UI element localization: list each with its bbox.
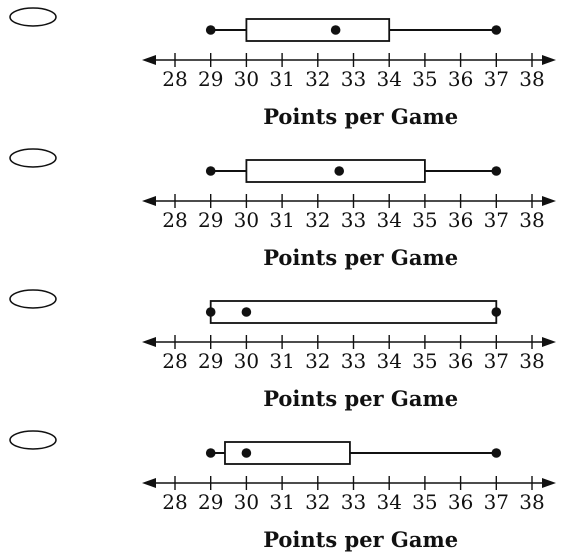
- axis-title: Points per Game: [263, 245, 458, 270]
- iqr-box: [209, 300, 498, 324]
- tick-label: 30: [234, 208, 259, 232]
- tick-label: 32: [305, 490, 330, 514]
- iqr-box: [245, 18, 391, 42]
- axis-title: Points per Game: [263, 386, 458, 411]
- tick-label: 30: [234, 490, 259, 514]
- max-point: [491, 25, 502, 35]
- tick-label: 38: [519, 67, 544, 91]
- axis-title: Points per Game: [263, 527, 458, 552]
- left-arrow-icon: [142, 478, 156, 488]
- tick-label: 33: [341, 67, 366, 91]
- answer-bubble[interactable]: [9, 7, 57, 27]
- tick-label: 36: [448, 208, 473, 232]
- tick-label: 34: [376, 67, 401, 91]
- tick-label: 35: [412, 208, 437, 232]
- tick-label: 33: [341, 490, 366, 514]
- tick-label: 38: [519, 349, 544, 373]
- max-point: [491, 166, 502, 176]
- choice-4: 28 29 30 31 32 33 34 35 36 37 38 Points per Game: [9, 430, 556, 552]
- tick-label: 28: [162, 208, 187, 232]
- tick-label: 33: [341, 208, 366, 232]
- answer-bubble[interactable]: [9, 148, 57, 168]
- tick-label: 35: [412, 349, 437, 373]
- choice-1: 28 29 30 31 32 33 34 35 36 37 38 Points per Game: [9, 7, 556, 129]
- tick-label: 35: [412, 490, 437, 514]
- median-point: [330, 25, 341, 35]
- left-arrow-icon: [142, 196, 156, 206]
- tick-label: 29: [198, 490, 223, 514]
- tick-label: 33: [341, 349, 366, 373]
- left-arrow-icon: [142, 55, 156, 65]
- tick-label: 29: [198, 349, 223, 373]
- tick-label: 37: [484, 67, 509, 91]
- answer-bubble[interactable]: [9, 289, 57, 309]
- tick-label: 34: [376, 490, 401, 514]
- tick-label: 30: [234, 67, 259, 91]
- tick-label: 29: [198, 208, 223, 232]
- tick-label: 36: [448, 490, 473, 514]
- tick-label: 34: [376, 349, 401, 373]
- right-arrow-icon: [542, 196, 556, 206]
- tick-label: 28: [162, 349, 187, 373]
- min-point: [205, 166, 216, 176]
- tick-label: 30: [234, 349, 259, 373]
- min-point: [205, 25, 216, 35]
- tick-label: 29: [198, 67, 223, 91]
- max-point: [491, 307, 502, 317]
- answer-bubble[interactable]: [9, 430, 57, 450]
- left-arrow-icon: [142, 337, 156, 347]
- tick-label: 28: [162, 490, 187, 514]
- iqr-box: [224, 441, 351, 465]
- choice-2: 28 29 30 31 32 33 34 35 36 37 38 Points per Game: [9, 148, 556, 270]
- min-point: [205, 448, 216, 458]
- median-point: [334, 166, 345, 176]
- right-arrow-icon: [542, 337, 556, 347]
- axis-title: Points per Game: [263, 104, 458, 129]
- tick-label: 34: [376, 208, 401, 232]
- max-point: [491, 448, 502, 458]
- tick-label: 31: [269, 208, 294, 232]
- tick-label: 35: [412, 67, 437, 91]
- tick-label: 31: [269, 490, 294, 514]
- tick-label: 38: [519, 490, 544, 514]
- tick-label: 32: [305, 349, 330, 373]
- tick-label: 32: [305, 67, 330, 91]
- right-arrow-icon: [542, 478, 556, 488]
- tick-label: 37: [484, 208, 509, 232]
- right-arrow-icon: [542, 55, 556, 65]
- tick-label: 36: [448, 349, 473, 373]
- tick-label: 37: [484, 349, 509, 373]
- tick-label: 28: [162, 67, 187, 91]
- tick-label: 32: [305, 208, 330, 232]
- median-point: [241, 307, 252, 317]
- tick-label: 37: [484, 490, 509, 514]
- tick-label: 31: [269, 67, 294, 91]
- tick-label: 36: [448, 67, 473, 91]
- choice-3: 28 29 30 31 32 33 34 35 36 37 38 Points per Game: [9, 289, 556, 411]
- min-point: [205, 307, 216, 317]
- median-point: [241, 448, 252, 458]
- tick-label: 31: [269, 349, 294, 373]
- tick-label: 38: [519, 208, 544, 232]
- iqr-box: [245, 159, 426, 183]
